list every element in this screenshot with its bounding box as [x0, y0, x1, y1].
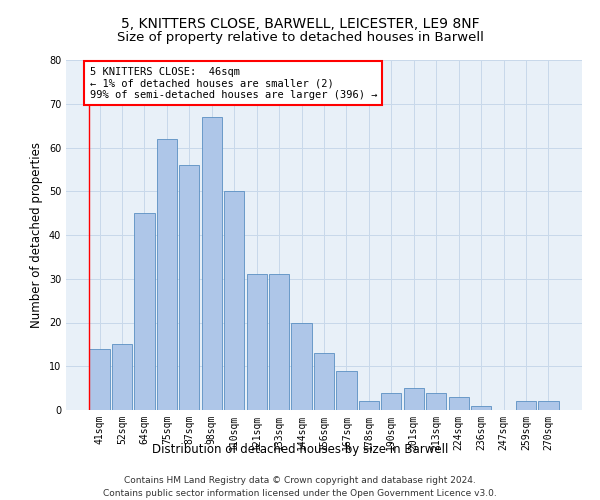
Bar [224, 192, 244, 410]
Bar [449, 397, 469, 410]
Bar [538, 401, 559, 410]
Text: Contains public sector information licensed under the Open Government Licence v3: Contains public sector information licen… [103, 489, 497, 498]
Bar [359, 401, 379, 410]
Bar [134, 213, 155, 410]
Bar [516, 401, 536, 410]
Bar [426, 392, 446, 410]
Text: 5 KNITTERS CLOSE:  46sqm
← 1% of detached houses are smaller (2)
99% of semi-det: 5 KNITTERS CLOSE: 46sqm ← 1% of detached… [89, 66, 377, 100]
Y-axis label: Number of detached properties: Number of detached properties [30, 142, 43, 328]
Bar [202, 117, 222, 410]
Text: Distribution of detached houses by size in Barwell: Distribution of detached houses by size … [152, 442, 448, 456]
Bar [471, 406, 491, 410]
Bar [179, 165, 199, 410]
Bar [269, 274, 289, 410]
Text: Size of property relative to detached houses in Barwell: Size of property relative to detached ho… [116, 31, 484, 44]
Bar [292, 322, 311, 410]
Bar [157, 139, 177, 410]
Bar [89, 349, 110, 410]
Bar [337, 370, 356, 410]
Bar [381, 392, 401, 410]
Bar [404, 388, 424, 410]
Bar [314, 353, 334, 410]
Bar [247, 274, 267, 410]
Bar [112, 344, 132, 410]
Text: Contains HM Land Registry data © Crown copyright and database right 2024.: Contains HM Land Registry data © Crown c… [124, 476, 476, 485]
Text: 5, KNITTERS CLOSE, BARWELL, LEICESTER, LE9 8NF: 5, KNITTERS CLOSE, BARWELL, LEICESTER, L… [121, 18, 479, 32]
